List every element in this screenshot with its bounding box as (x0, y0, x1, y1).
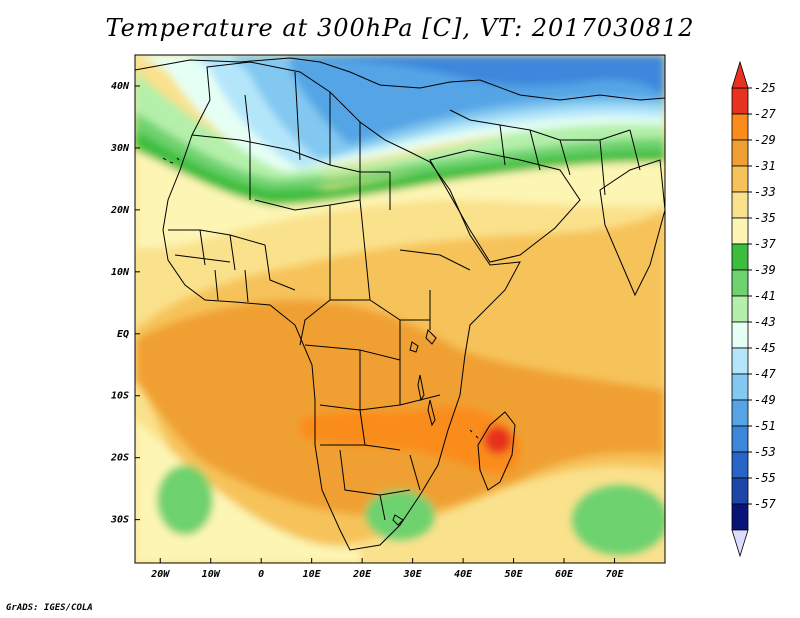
x-tick-label: 10W (202, 569, 221, 580)
colorbar-label: -35 (754, 211, 776, 225)
x-tick-label: 10E (303, 569, 322, 580)
colorbar-box (731, 399, 749, 427)
arabia-coastline (429, 149, 581, 263)
x-tick-label: 60E (555, 569, 574, 580)
colorbar-box (731, 217, 749, 245)
cold-band-cold-blue (320, 55, 665, 95)
x-tick-label: 40E (454, 569, 473, 580)
colorbar-box (731, 113, 749, 141)
europe-coastline (134, 57, 666, 101)
colorbar-box (731, 347, 749, 375)
colorbar-label: -45 (754, 341, 776, 355)
y-tick-label: 30S (110, 515, 129, 526)
country-borders-middle-east (449, 109, 641, 196)
colorbar-label: -33 (754, 185, 776, 199)
chart-title: Temperature at 300hPa [C], VT: 201703081… (105, 14, 695, 42)
madagascar-coastline (477, 411, 516, 491)
colorbar-box (731, 321, 749, 349)
y-tick-label: 20N (110, 205, 130, 216)
comoros-islands (469, 429, 479, 439)
cold-spot-green-southeast (572, 485, 665, 555)
warm-band-orange (135, 300, 665, 516)
y-tick-label: 10S (111, 391, 129, 402)
colorbar-label: -31 (754, 159, 776, 173)
africa-coastline (162, 61, 521, 551)
x-tick-label: 50E (505, 569, 524, 580)
x-tick-label: 20W (150, 569, 170, 580)
country-borders-central (299, 199, 471, 410)
country-borders-south (319, 394, 441, 521)
x-tick-label: 30E (403, 569, 423, 580)
country-borders-north (191, 71, 391, 211)
y-tick-label: 20S (110, 453, 129, 464)
x-tick-label: 20E (352, 569, 372, 580)
y-tick-label: 10N (111, 267, 130, 278)
lakes (392, 329, 437, 526)
india-coastline (599, 159, 666, 297)
colorbar-label: -47 (754, 367, 776, 381)
colorbar-bottom-arrow (731, 529, 749, 558)
colorbar: -25 -27 -29 -31 -33 -35 -37 -39 -41 -43 -45 -47 -49 -… (731, 60, 776, 558)
x-tick-label: 0 (258, 569, 264, 580)
cold-spot-green-southwest (157, 465, 213, 535)
axis-ticks: 20W 10W 0 10E 20E 30E 40E 50E 60E 70E 40N 30N 20N 10N… (110, 81, 625, 580)
colorbar-label: -43 (754, 315, 776, 329)
colorbar-box (731, 295, 749, 323)
cool-band-pale-yellow-north (135, 145, 665, 249)
x-tick-label: 70E (605, 569, 624, 580)
warm-spot-red (484, 426, 512, 454)
colorbar-box (731, 451, 749, 479)
colorbar-label: -29 (754, 133, 776, 147)
colorbar-box (731, 477, 749, 505)
temperature-field (135, 55, 665, 563)
colorbar-label: -25 (754, 81, 776, 95)
colorbar-box (731, 373, 749, 401)
colorbar-label: -53 (754, 445, 776, 459)
plot-frame (134, 54, 666, 564)
country-borders (134, 57, 666, 551)
cold-spot-green-south-africa (365, 490, 435, 540)
canary-islands (162, 157, 180, 164)
colorbar-label: -55 (754, 471, 776, 485)
colorbar-top-arrow (731, 60, 749, 89)
colorbar-label: -27 (754, 107, 776, 121)
grads-footer: GrADS: IGES/COLA (6, 603, 93, 613)
colorbar-boxes (731, 87, 749, 531)
y-tick-label: 40N (111, 81, 130, 92)
colorbar-label: -41 (754, 289, 776, 303)
y-tick-label: EQ (117, 329, 129, 340)
colorbar-box (731, 87, 749, 115)
colorbar-box (731, 425, 749, 453)
colorbar-label: -39 (754, 263, 776, 277)
colorbar-box (731, 243, 749, 271)
colorbar-box (731, 503, 749, 531)
colorbar-box (731, 191, 749, 219)
colorbar-label: -51 (754, 419, 776, 433)
colorbar-label: -57 (754, 497, 776, 511)
colorbar-box (731, 139, 749, 167)
colorbar-box (731, 269, 749, 297)
colorbar-label: -49 (754, 393, 776, 407)
colorbar-box (731, 165, 749, 193)
warm-band-dark-orange (300, 406, 521, 474)
country-borders-west (168, 229, 296, 303)
y-tick-label: 30N (110, 143, 130, 154)
colorbar-label: -37 (754, 237, 776, 251)
colorbar-labels: -25 -27 -29 -31 -33 -35 -37 -39 -41 -43 -45 -47 -49 -… (748, 81, 776, 511)
